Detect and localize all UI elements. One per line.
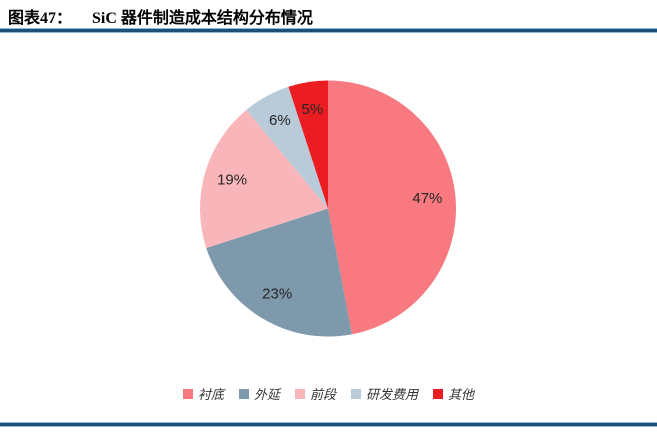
chart-legend: 衬底 外延 前段 研发费用 其他: [0, 384, 657, 403]
legend-label: 外延: [253, 387, 280, 402]
pie-slice-label-前段: 19%: [217, 172, 247, 189]
pie-slice-衬底: [328, 80, 456, 335]
legend-item-研发费用: 研发费用: [351, 384, 418, 403]
legend-swatch-icon: [433, 388, 444, 399]
title-separator-line: [0, 28, 657, 33]
legend-item-衬底: 衬底: [182, 384, 224, 403]
pie-slice-label-衬底: 47%: [412, 190, 442, 207]
pie-slice-研发费用: [246, 86, 328, 209]
legend-swatch-icon: [238, 388, 249, 399]
figure-title-text: SiC 器件制造成本结构分布情况: [92, 10, 313, 27]
pie-slice-其他: [288, 80, 328, 209]
legend-swatch-icon: [294, 388, 305, 399]
figure-title: 图表47： SiC 器件制造成本结构分布情况: [8, 4, 313, 28]
legend-swatch-icon: [182, 388, 193, 399]
legend-label: 衬底: [197, 387, 224, 402]
pie-slice-label-其他: 5%: [302, 101, 324, 118]
pie-slice-label-外延: 23%: [262, 285, 292, 302]
legend-swatch-icon: [351, 388, 361, 399]
legend-label: 前段: [309, 387, 336, 402]
legend-label: 其他: [448, 387, 475, 402]
pie-slice-前段: [199, 109, 328, 249]
pie-slice-外延: [206, 208, 352, 337]
pie-slice-label-研发费用: 6%: [269, 112, 291, 129]
figure-number: 图表47：: [8, 10, 73, 27]
legend-item-其他: 其他: [433, 384, 474, 403]
bottom-separator-line: [0, 422, 657, 427]
legend-label: 研发费用: [366, 387, 419, 402]
legend-item-前段: 前段: [294, 384, 336, 403]
legend-item-外延: 外延: [238, 384, 280, 403]
